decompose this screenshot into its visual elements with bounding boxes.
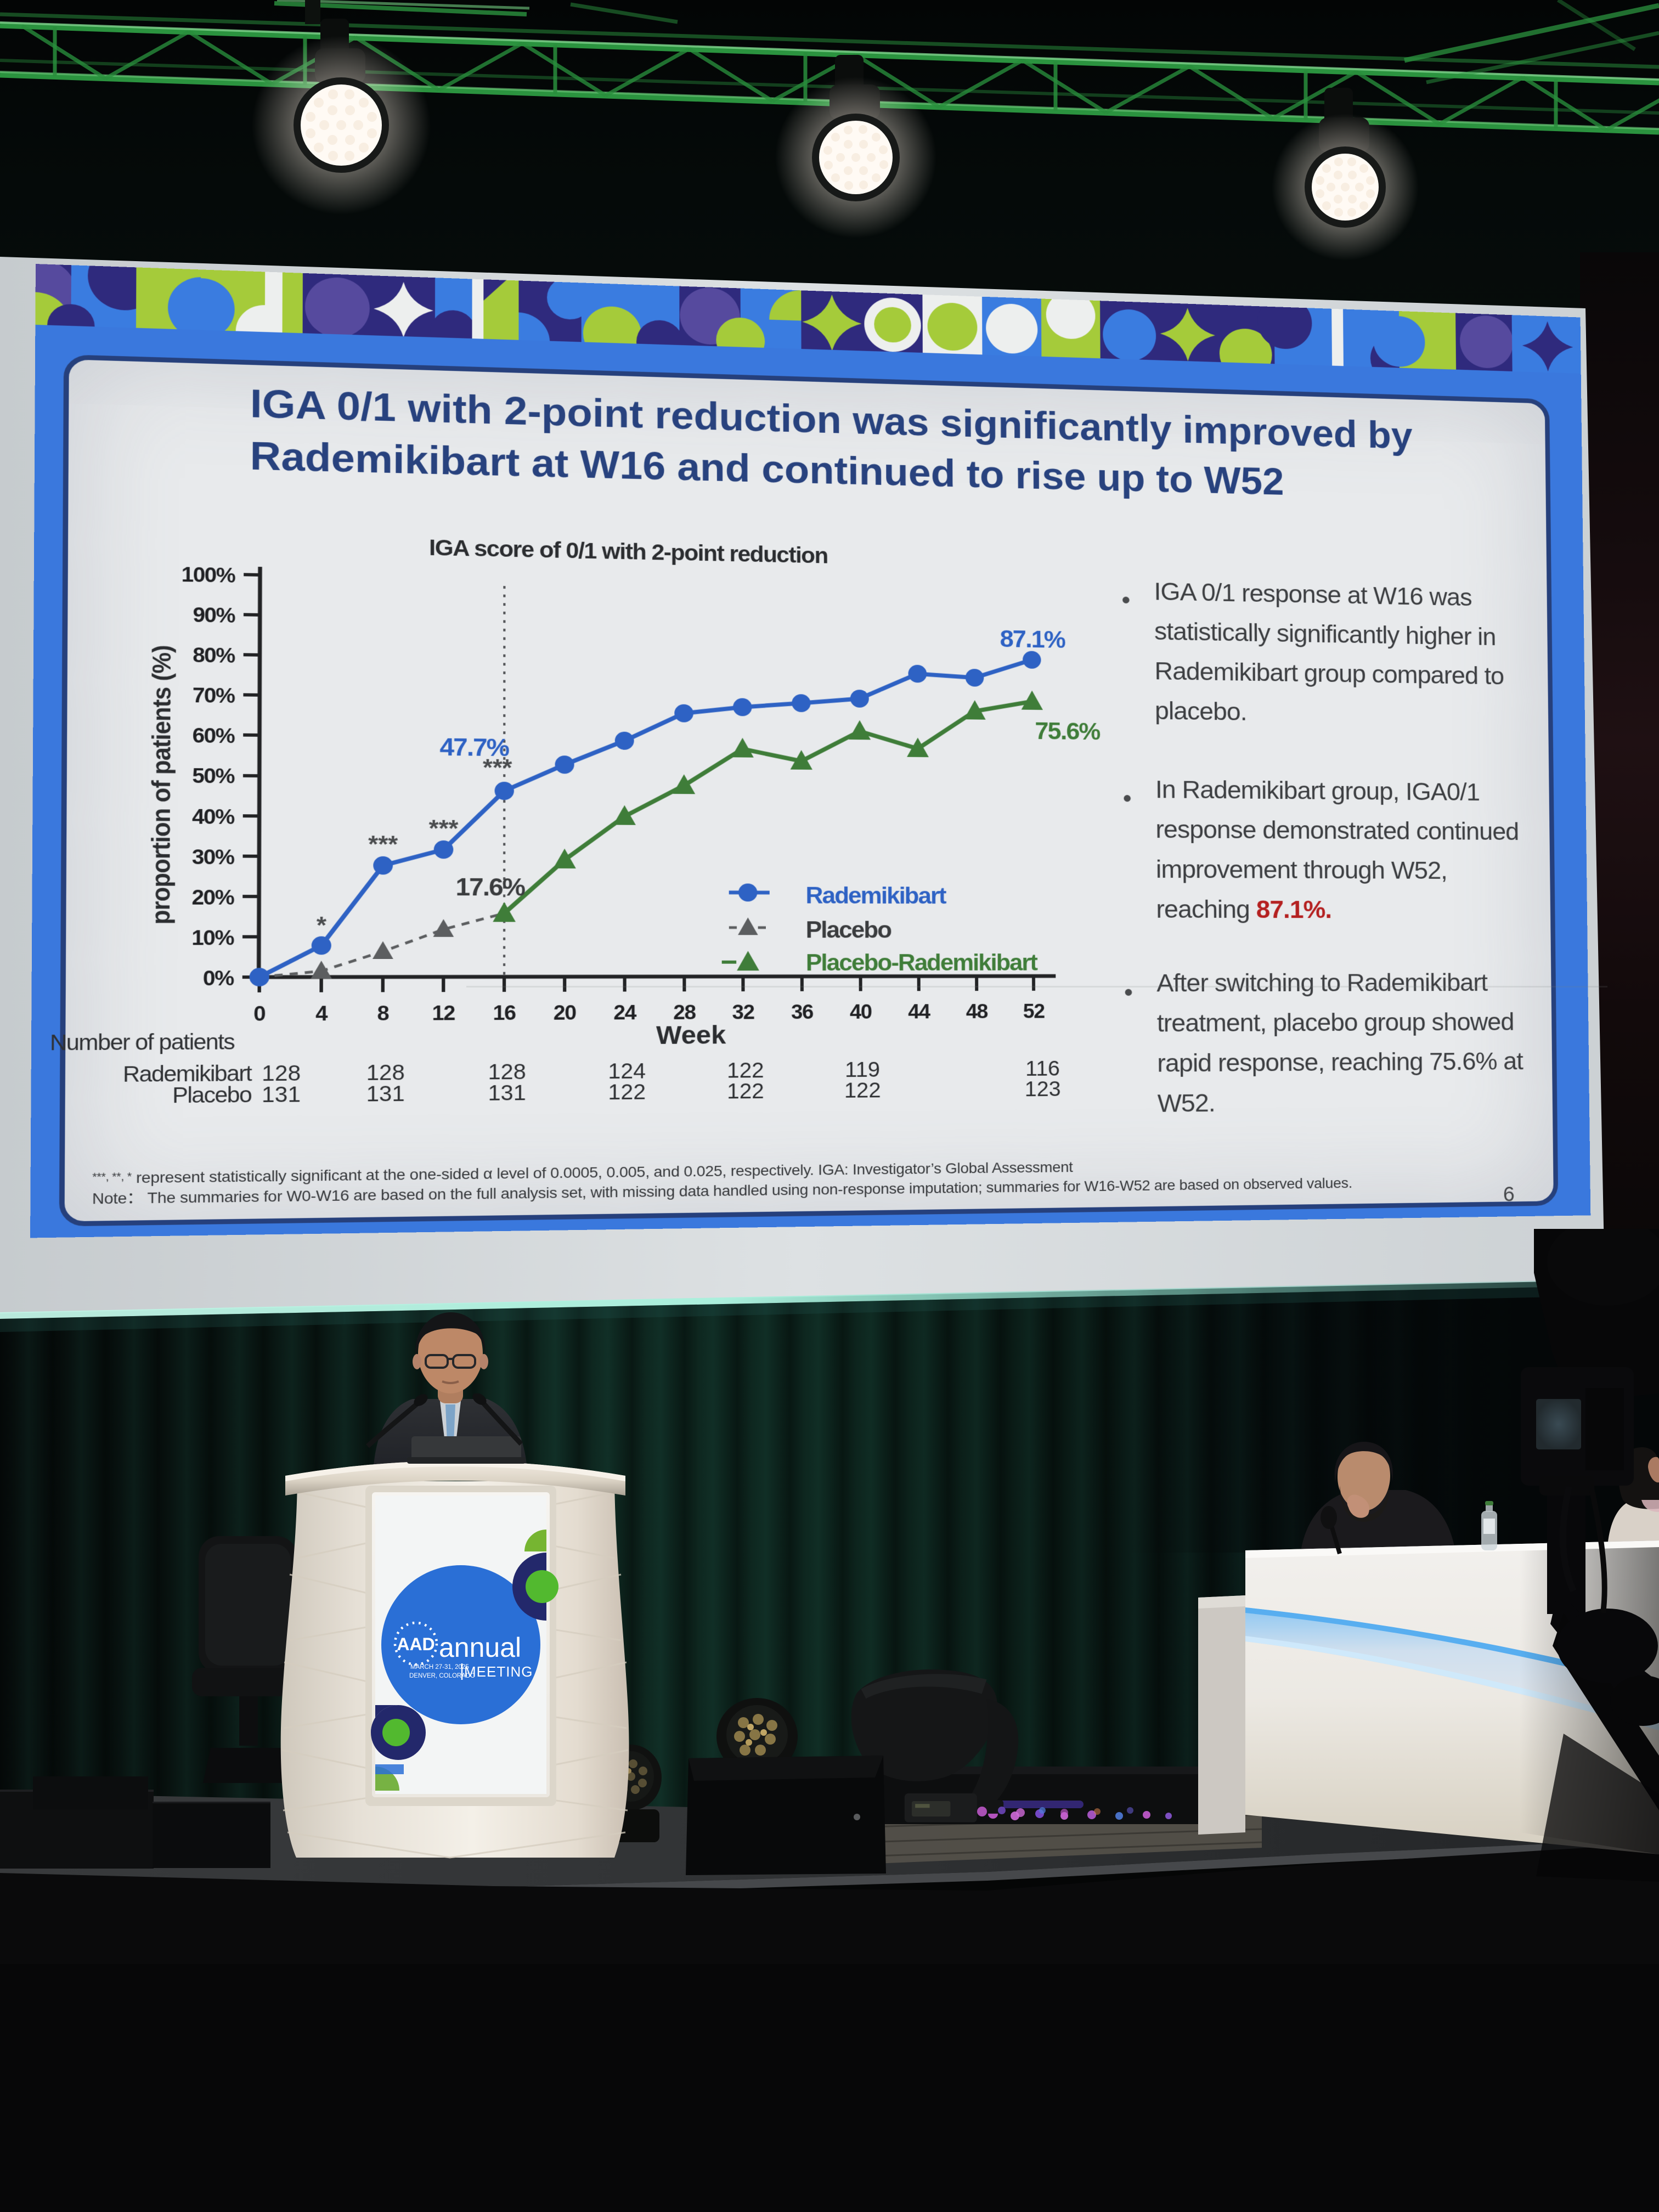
svg-text:40: 40 <box>850 1001 872 1023</box>
svg-text:4: 4 <box>315 1002 328 1025</box>
svg-text:24: 24 <box>613 1001 636 1024</box>
svg-text:20%: 20% <box>191 886 234 909</box>
svg-text:87.1%: 87.1% <box>1000 626 1065 653</box>
svg-text:20: 20 <box>554 1002 576 1025</box>
svg-text:116: 116 <box>1025 1056 1060 1080</box>
svg-text:47.7%: 47.7% <box>439 733 509 761</box>
svg-text:***: *** <box>429 815 459 842</box>
svg-text:131: 131 <box>488 1080 526 1105</box>
svg-text:128: 128 <box>366 1060 405 1085</box>
svg-text:75.6%: 75.6% <box>1035 718 1101 746</box>
svg-text:0: 0 <box>253 1002 266 1025</box>
svg-text:44: 44 <box>908 1001 930 1023</box>
svg-text:122: 122 <box>608 1080 646 1104</box>
svg-text:proportion of patients (%): proportion of patients (%) <box>146 645 176 924</box>
svg-text:52: 52 <box>1023 1000 1045 1023</box>
svg-text:DENVER, COLORADO: DENVER, COLORADO <box>409 1673 475 1679</box>
svg-text:131: 131 <box>262 1082 301 1107</box>
svg-text:*: * <box>317 912 327 939</box>
svg-text:Number of patients: Number of patients <box>50 1029 235 1055</box>
svg-text:Rademikibart: Rademikibart <box>123 1061 253 1087</box>
svg-text:16: 16 <box>493 1002 516 1025</box>
svg-text:17.6%: 17.6% <box>455 873 525 901</box>
svg-text:Week: Week <box>656 1020 726 1049</box>
svg-text:***: *** <box>483 754 512 781</box>
svg-text:122: 122 <box>727 1058 764 1082</box>
svg-text:10%: 10% <box>191 927 234 950</box>
svg-text:Placebo-Rademikibart: Placebo-Rademikibart <box>806 950 1038 975</box>
svg-text:70%: 70% <box>193 684 235 708</box>
svg-text:119: 119 <box>845 1057 880 1081</box>
svg-text:50%: 50% <box>192 765 235 788</box>
svg-text:90%: 90% <box>193 603 235 627</box>
svg-text:128: 128 <box>262 1060 301 1085</box>
svg-text:MEETING: MEETING <box>464 1663 533 1680</box>
svg-text:12: 12 <box>432 1002 455 1025</box>
svg-text:Placebo: Placebo <box>806 917 892 943</box>
svg-text:8: 8 <box>377 1002 388 1025</box>
svg-text:128: 128 <box>488 1059 526 1084</box>
svg-text:36: 36 <box>791 1001 813 1023</box>
svg-text:30%: 30% <box>192 846 235 869</box>
svg-text:40%: 40% <box>192 805 235 829</box>
svg-text:122: 122 <box>727 1079 764 1103</box>
svg-text:MARCH 27-31, 2025: MARCH 27-31, 2025 <box>410 1664 469 1671</box>
svg-text:123: 123 <box>1025 1077 1061 1101</box>
svg-text:AAD: AAD <box>397 1634 435 1654</box>
svg-text:60%: 60% <box>192 724 235 748</box>
svg-text:32: 32 <box>732 1001 755 1024</box>
svg-text:122: 122 <box>844 1078 881 1102</box>
svg-text:0%: 0% <box>203 967 234 990</box>
svg-text:80%: 80% <box>193 644 235 667</box>
svg-text:131: 131 <box>366 1081 405 1106</box>
svg-text:Rademikibart: Rademikibart <box>805 882 946 909</box>
svg-text:Placebo: Placebo <box>172 1082 252 1108</box>
svg-text:48: 48 <box>966 1001 988 1023</box>
svg-text:annual: annual <box>439 1632 521 1663</box>
svg-text:100%: 100% <box>182 563 236 588</box>
svg-text:***: *** <box>368 831 398 858</box>
svg-text:124: 124 <box>608 1059 646 1084</box>
svg-text:28: 28 <box>673 1001 696 1024</box>
